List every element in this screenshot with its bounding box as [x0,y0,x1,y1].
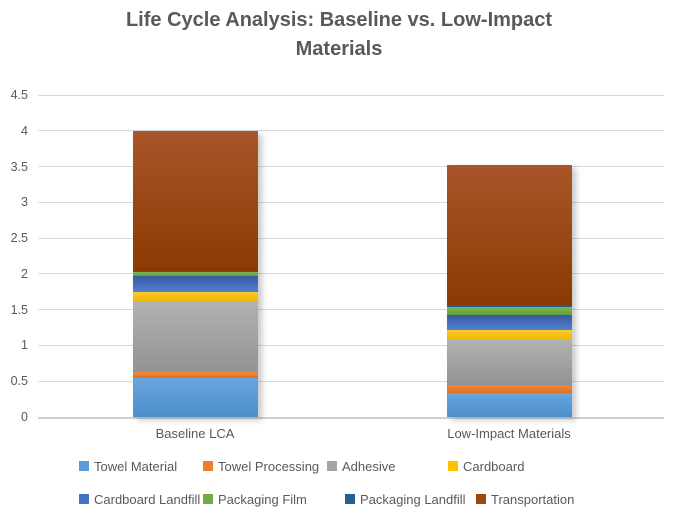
legend-marker [476,494,486,504]
y-axis-tick-label: 2.5 [10,231,28,246]
x-axis-category-label: Baseline LCA [155,426,235,441]
bar-segment [447,385,572,394]
y-axis-tick-label: 3 [21,195,28,210]
legend-marker [79,494,89,504]
bar-segment [447,315,572,331]
legend-marker [345,494,355,504]
legend-label: Packaging Film [218,491,307,507]
gridline [38,273,664,275]
y-axis-tick-label: 3.5 [10,159,28,174]
legend-label: Cardboard [463,458,525,474]
y-axis-tick-label: 0 [21,410,28,424]
legend-item: Transportation [476,491,575,507]
legend-label: Towel Processing [218,458,320,474]
legend-marker [448,461,458,471]
bar-segment [133,291,258,303]
bar-segment [133,272,258,276]
bar-segment [447,393,572,417]
chart-title: Life Cycle Analysis: Baseline vs. Low-Im… [0,6,678,64]
bar-segment [447,306,572,316]
bar-segment [133,271,258,273]
bar-segment [447,305,572,307]
gridline [38,344,664,346]
bar-segment [447,330,572,341]
chart-title-line1: Life Cycle Analysis: Baseline vs. Low-Im… [125,9,553,31]
gridline [38,201,664,203]
gridline [38,94,664,96]
legend-item: Towel Material [79,458,178,474]
legend-label: Adhesive [342,458,396,474]
x-axis-line [38,417,664,419]
y-axis-tick-label: 4 [21,123,28,138]
legend-item: Adhesive [327,458,396,474]
y-axis-tick-label: 1.5 [10,302,28,317]
bar-segment [133,377,258,417]
bar-segment [133,130,258,271]
legend-marker [327,461,337,471]
legend-item: Cardboard Landfill [79,491,201,507]
x-axis-category-label: Low-Impact Materials [447,426,571,441]
gridline [38,237,664,239]
y-axis-tick-label: 1 [21,338,28,353]
legend-marker [79,461,89,471]
stacked-bar [133,130,258,417]
bar-segment [447,340,572,386]
bar-segment [133,302,258,372]
legend-marker [203,461,213,471]
gridline [38,166,664,168]
legend-marker [203,494,213,504]
gridline [38,380,664,382]
legend-label: Packaging Landfill [360,491,466,507]
legend-item: Packaging Landfill [345,491,466,507]
gridline [38,130,664,132]
legend-item: Cardboard [448,458,525,474]
stacked-bar [447,165,572,417]
legend-label: Cardboard Landfill [94,491,201,507]
legend-item: Packaging Film [203,491,307,507]
y-axis-tick-label: 4.5 [10,88,28,102]
bar-segment [133,275,258,292]
legend-label: Towel Material [94,458,178,474]
chart-title-line2: Materials [295,38,383,60]
bar-segment [133,371,258,378]
legend-item: Towel Processing [203,458,320,474]
gridline [38,309,664,311]
y-axis-tick-label: 0.5 [10,374,28,389]
y-axis-tick-label: 2 [21,266,28,281]
legend-label: Transportation [491,491,575,507]
bar-segment [447,165,572,306]
